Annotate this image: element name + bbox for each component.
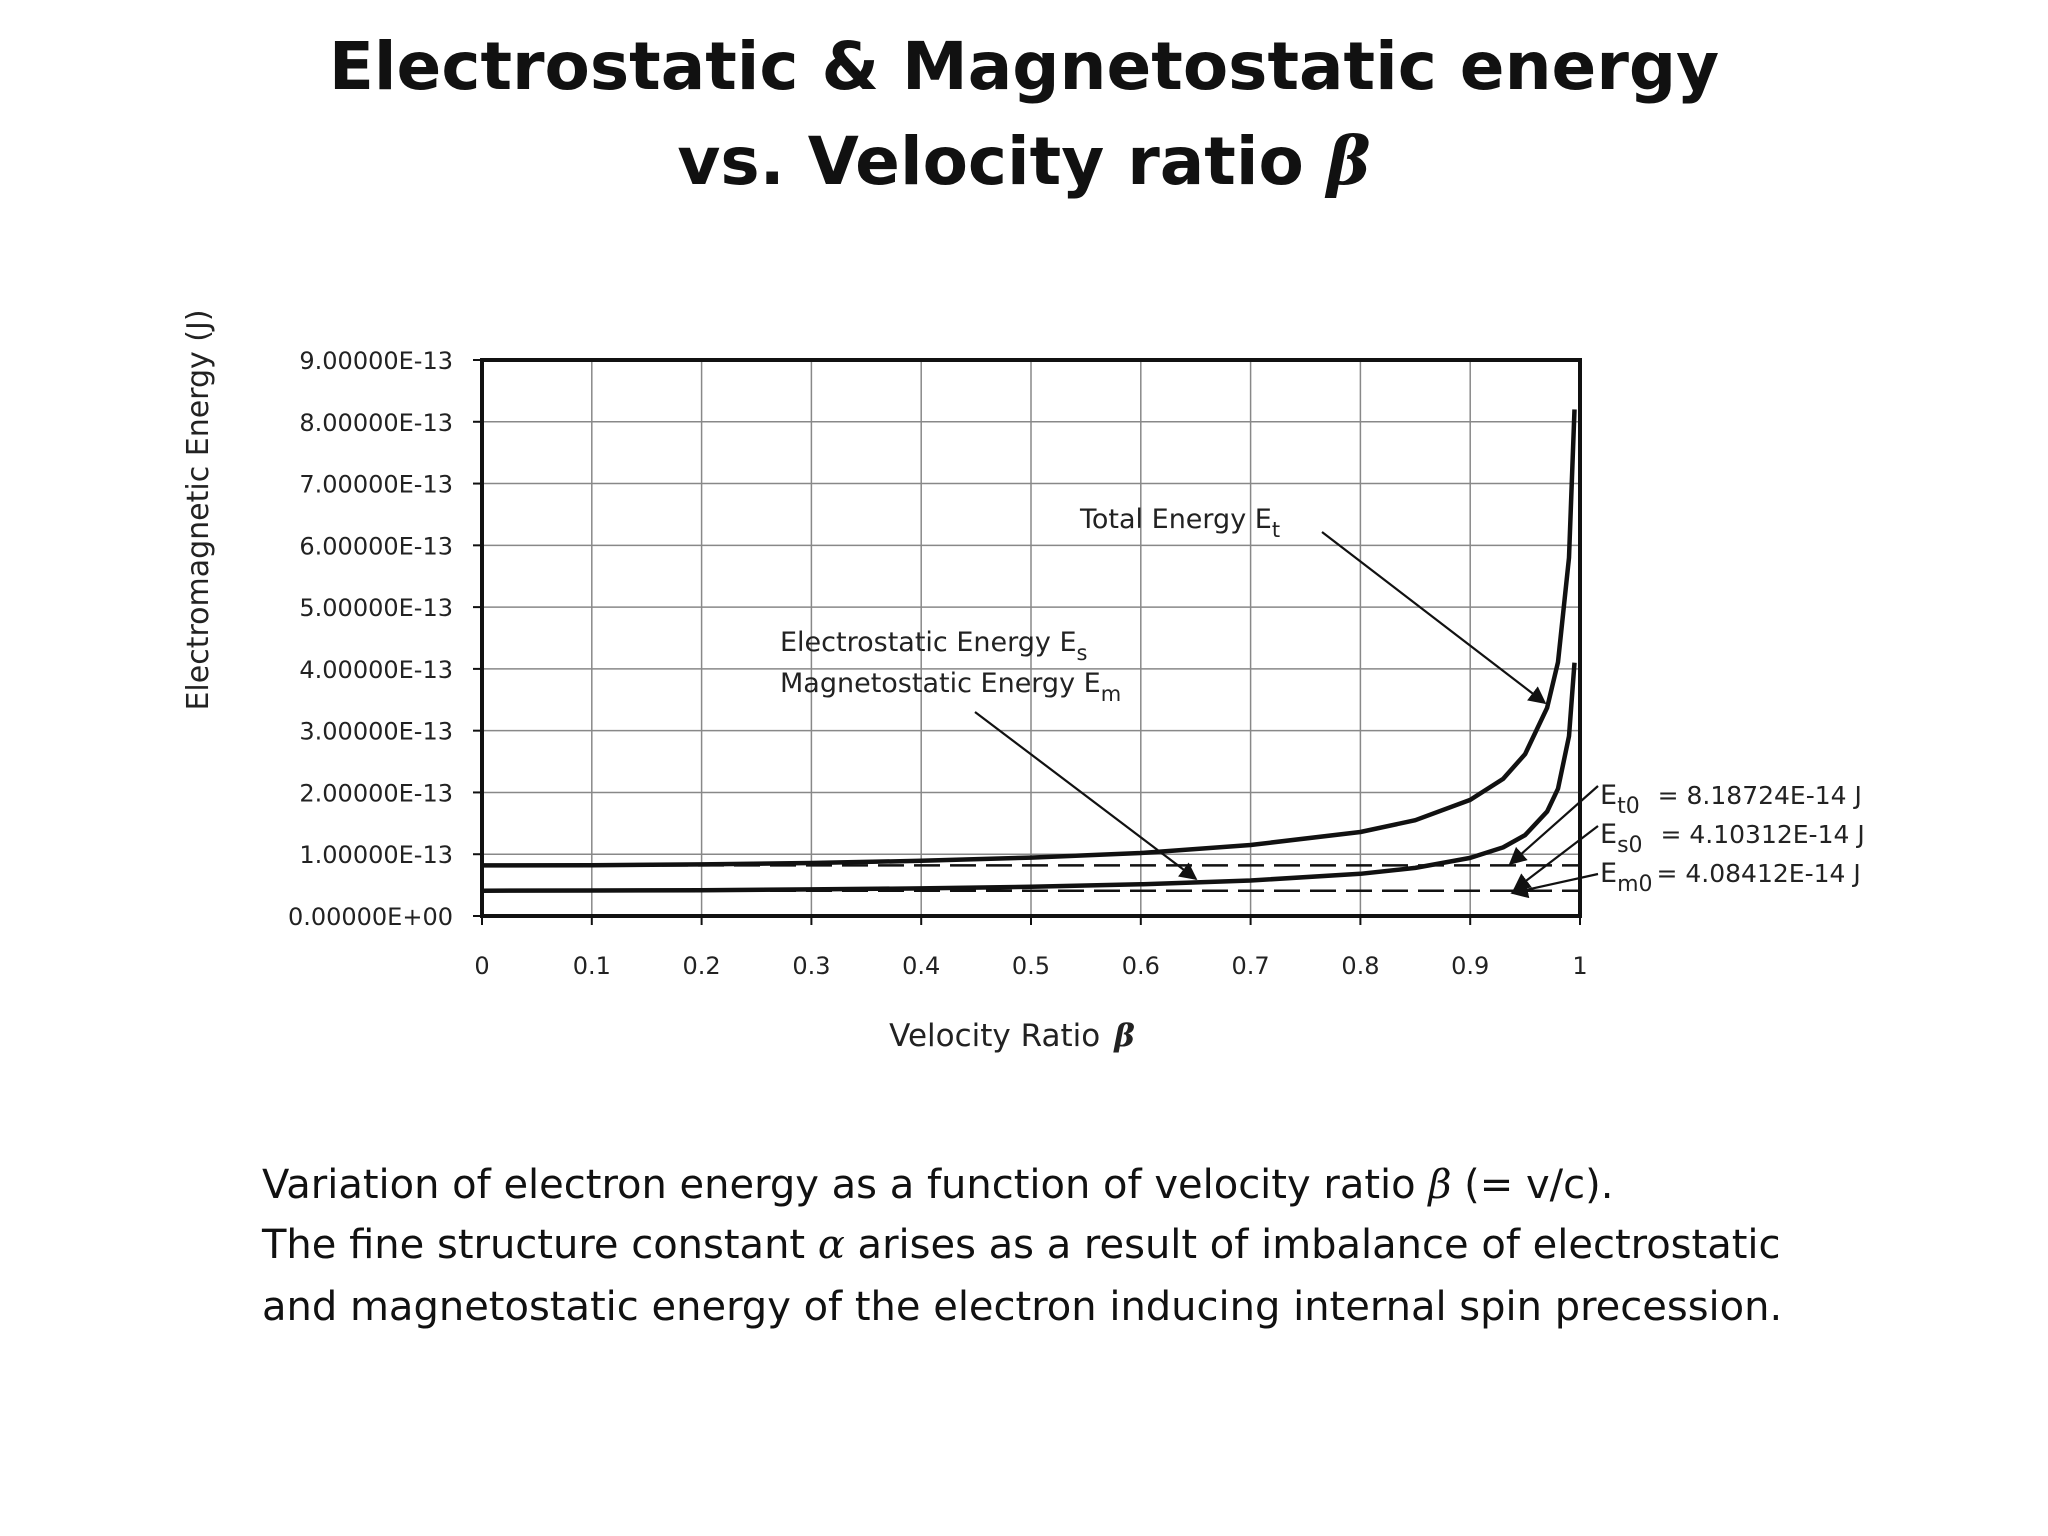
es0-sub: s0 bbox=[1617, 833, 1642, 858]
y-tick-label: 6.00000E-13 bbox=[299, 532, 453, 560]
et0-arrow bbox=[1508, 785, 1599, 866]
em0-label: Em0 = 4.08412E-14 J bbox=[1600, 858, 1861, 897]
em0-sub: m0 bbox=[1617, 872, 1652, 897]
x-tick-label: 0.9 bbox=[1451, 952, 1489, 980]
y-tick-label: 8.00000E-13 bbox=[299, 409, 453, 437]
es0-sym: E bbox=[1600, 819, 1617, 850]
y-tick-label: 2.00000E-13 bbox=[299, 779, 453, 807]
x-tick-label: 0.6 bbox=[1122, 952, 1160, 980]
em0-value: = 4.08412E-14 J bbox=[1657, 859, 1861, 888]
y-tick-label: 5.00000E-13 bbox=[299, 594, 453, 622]
y-tick-label: 0.00000E+00 bbox=[288, 903, 453, 931]
caption-line-1-a: Variation of electron energy as a functi… bbox=[262, 1162, 1429, 1208]
electrostatic-energy-text: Electrostatic Energy E bbox=[780, 627, 1077, 658]
es0-arrow bbox=[1512, 825, 1599, 892]
x-tick-labels: 0 0.1 0.2 0.3 0.4 0.5 0.6 0.7 0.8 0.9 1 bbox=[474, 916, 1588, 980]
x-tick-label: 0.8 bbox=[1341, 952, 1379, 980]
caption-line-2-a: The fine structure constant bbox=[262, 1222, 818, 1268]
y-tick-label: 3.00000E-13 bbox=[299, 718, 453, 746]
caption-line-2-b: arises as a result of imbalance of elect… bbox=[844, 1222, 1781, 1268]
magnetostatic-energy-sub: m bbox=[1101, 682, 1121, 706]
series-line-1 bbox=[481, 662, 1577, 893]
x-tick-label: 0.7 bbox=[1232, 952, 1270, 980]
et0-value: = 8.18724E-14 J bbox=[1650, 781, 1862, 810]
page-subtitle: vs. Velocity ratio β bbox=[0, 122, 2048, 200]
x-tick-label: 0.3 bbox=[792, 952, 830, 980]
y-tick-label: 1.00000E-13 bbox=[299, 841, 453, 869]
y-tick-label: 7.00000E-13 bbox=[299, 471, 453, 499]
annotations: Total Energy Et Electrostatic Energy Es … bbox=[780, 504, 1865, 897]
caption-line-2: The fine structure constant α arises as … bbox=[262, 1222, 1781, 1268]
et0-sub: t0 bbox=[1617, 794, 1640, 819]
y-tick-label: 9.00000E-13 bbox=[299, 347, 453, 375]
beta-symbol: β bbox=[1326, 122, 1371, 200]
x-axis-label: Velocity Ratio β bbox=[889, 1018, 1135, 1054]
et0-label: Et0 = 8.18724E-14 J bbox=[1600, 780, 1862, 819]
x-tick-label: 0 bbox=[474, 952, 489, 980]
electrostatic-energy-label: Electrostatic Energy Es bbox=[780, 627, 1087, 665]
es0-label: Es0 = 4.10312E-14 J bbox=[1600, 819, 1865, 858]
page-title: Electrostatic & Magnetostatic energy bbox=[328, 28, 1720, 105]
caption-line-1: Variation of electron energy as a functi… bbox=[262, 1162, 1613, 1208]
electrostatic-energy-sub: s bbox=[1077, 641, 1088, 665]
series-line-0 bbox=[481, 409, 1577, 868]
et0-sym: E bbox=[1600, 780, 1617, 811]
subtitle-text: vs. Velocity ratio bbox=[677, 123, 1327, 200]
caption-beta: β bbox=[1428, 1162, 1452, 1208]
total-energy-arrow bbox=[1321, 531, 1547, 705]
y-tick-label: 4.00000E-13 bbox=[299, 656, 453, 684]
y-axis-label: Electromagnetic Energy (J) bbox=[181, 309, 216, 710]
em0-sym: E bbox=[1600, 858, 1617, 889]
caption-line-3: and magnetostatic energy of the electron… bbox=[262, 1284, 1783, 1330]
es-em-arrow bbox=[974, 711, 1198, 881]
x-tick-label: 0.4 bbox=[902, 952, 940, 980]
total-energy-text: Total Energy E bbox=[1079, 504, 1272, 535]
total-energy-label: Total Energy Et bbox=[1079, 504, 1280, 542]
caption-alpha: α bbox=[817, 1222, 845, 1268]
energy-chart: 0.00000E+00 1.00000E-13 2.00000E-13 3.00000… bbox=[181, 309, 1865, 1054]
caption-line-1-b: (= v/c). bbox=[1451, 1162, 1614, 1208]
x-tick-label: 1 bbox=[1572, 952, 1587, 980]
em0-arrow bbox=[1510, 872, 1599, 899]
x-tick-label: 0.1 bbox=[573, 952, 611, 980]
x-axis-label-text: Velocity Ratio bbox=[889, 1018, 1100, 1054]
x-axis-beta-symbol: β bbox=[1113, 1018, 1135, 1054]
total-energy-sub: t bbox=[1272, 518, 1280, 542]
es0-value: = 4.10312E-14 J bbox=[1653, 820, 1865, 849]
annotation-arrows bbox=[974, 531, 1599, 899]
x-tick-label: 0.2 bbox=[683, 952, 721, 980]
grid bbox=[481, 359, 1581, 917]
y-tick-labels: 0.00000E+00 1.00000E-13 2.00000E-13 3.00000… bbox=[288, 347, 482, 931]
curves bbox=[481, 409, 1577, 893]
magnetostatic-energy-label: Magnetostatic Energy Em bbox=[780, 668, 1121, 706]
magnetostatic-energy-text: Magnetostatic Energy E bbox=[780, 668, 1101, 699]
x-tick-label: 0.5 bbox=[1012, 952, 1050, 980]
